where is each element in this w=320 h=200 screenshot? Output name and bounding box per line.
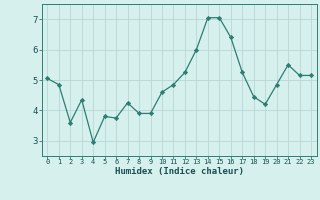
X-axis label: Humidex (Indice chaleur): Humidex (Indice chaleur) [115, 167, 244, 176]
